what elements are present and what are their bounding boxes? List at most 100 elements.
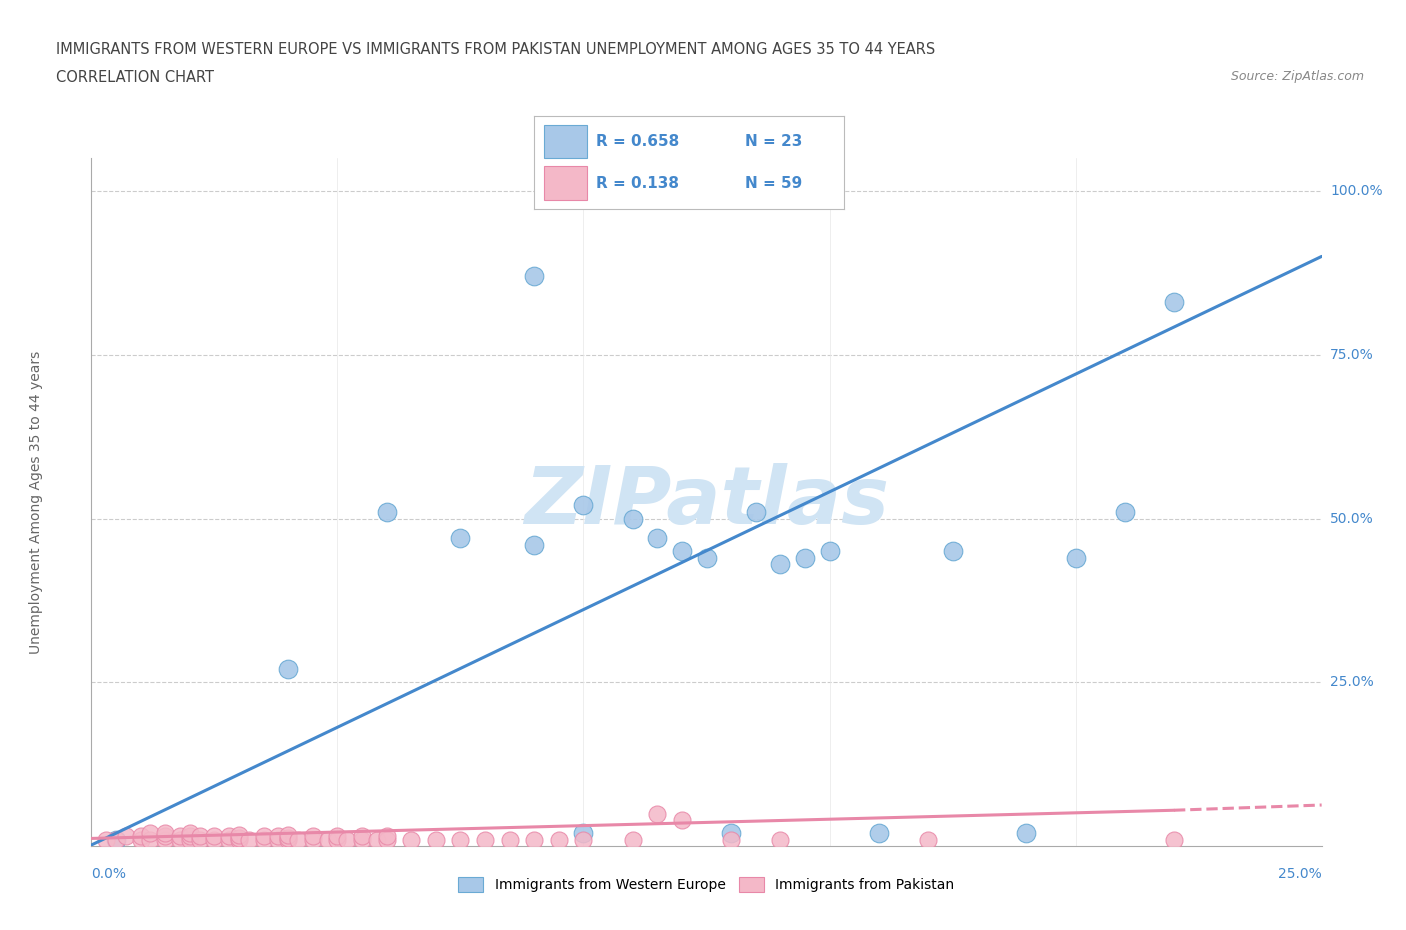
Point bbox=[105, 832, 127, 847]
Point bbox=[301, 832, 323, 847]
Point bbox=[228, 827, 250, 842]
Point bbox=[179, 826, 201, 841]
Legend: Immigrants from Western Europe, Immigrants from Pakistan: Immigrants from Western Europe, Immigran… bbox=[453, 872, 960, 897]
Point bbox=[671, 813, 693, 828]
Point bbox=[188, 832, 211, 847]
Point bbox=[917, 832, 939, 847]
Point bbox=[547, 832, 569, 847]
Point bbox=[267, 829, 290, 844]
Point bbox=[253, 832, 276, 847]
Point bbox=[1163, 295, 1185, 310]
Point bbox=[202, 832, 225, 847]
Point bbox=[202, 829, 225, 844]
Text: ZIPatlas: ZIPatlas bbox=[524, 463, 889, 541]
Point bbox=[769, 832, 792, 847]
Point bbox=[228, 831, 250, 846]
Point bbox=[253, 829, 276, 844]
Point bbox=[153, 832, 177, 847]
Text: R = 0.658: R = 0.658 bbox=[596, 134, 679, 149]
Point bbox=[287, 832, 309, 847]
Point bbox=[1163, 832, 1185, 847]
Point bbox=[267, 832, 290, 847]
Point bbox=[352, 829, 374, 844]
Point bbox=[375, 829, 398, 844]
Point bbox=[139, 826, 162, 841]
Point bbox=[375, 505, 398, 520]
Point bbox=[1114, 505, 1136, 520]
Point bbox=[745, 505, 768, 520]
Point bbox=[474, 832, 496, 847]
Text: 25.0%: 25.0% bbox=[1330, 675, 1374, 689]
Point bbox=[96, 832, 117, 847]
Text: 50.0%: 50.0% bbox=[1330, 512, 1374, 525]
Point bbox=[129, 832, 152, 847]
Point bbox=[695, 551, 717, 565]
Point bbox=[277, 662, 299, 677]
Point bbox=[179, 832, 201, 847]
Point bbox=[105, 832, 127, 847]
Point bbox=[375, 832, 398, 847]
Point bbox=[336, 832, 359, 847]
Point bbox=[277, 832, 299, 847]
Point bbox=[868, 826, 890, 841]
Bar bbox=[544, 125, 586, 158]
Text: 25.0%: 25.0% bbox=[1278, 867, 1322, 881]
Point bbox=[523, 832, 546, 847]
Point bbox=[645, 531, 669, 546]
Text: N = 59: N = 59 bbox=[745, 176, 801, 191]
Point bbox=[399, 832, 422, 847]
Point bbox=[523, 538, 546, 552]
Point bbox=[179, 829, 201, 844]
Text: 0.0%: 0.0% bbox=[91, 867, 127, 881]
Text: Source: ZipAtlas.com: Source: ZipAtlas.com bbox=[1230, 70, 1364, 83]
Text: N = 23: N = 23 bbox=[745, 134, 801, 149]
Point bbox=[523, 269, 546, 284]
Text: IMMIGRANTS FROM WESTERN EUROPE VS IMMIGRANTS FROM PAKISTAN UNEMPLOYMENT AMONG AG: IMMIGRANTS FROM WESTERN EUROPE VS IMMIGR… bbox=[56, 42, 935, 57]
Point bbox=[572, 832, 595, 847]
Point bbox=[366, 832, 388, 847]
Point bbox=[793, 551, 815, 565]
Point bbox=[449, 832, 471, 847]
Point bbox=[671, 544, 693, 559]
Point bbox=[228, 832, 250, 847]
Point bbox=[188, 829, 211, 844]
Point bbox=[326, 829, 349, 844]
Point bbox=[425, 832, 447, 847]
Point bbox=[941, 544, 963, 559]
Point bbox=[238, 832, 260, 847]
Point bbox=[316, 832, 339, 847]
Point bbox=[818, 544, 841, 559]
Point bbox=[1015, 826, 1038, 841]
Point bbox=[218, 829, 240, 844]
Text: 100.0%: 100.0% bbox=[1330, 184, 1384, 198]
Point bbox=[277, 827, 299, 842]
Point bbox=[621, 832, 644, 847]
Point bbox=[129, 829, 152, 844]
Point bbox=[449, 531, 471, 546]
Point bbox=[114, 829, 138, 844]
Text: Unemployment Among Ages 35 to 44 years: Unemployment Among Ages 35 to 44 years bbox=[30, 351, 44, 654]
Point bbox=[277, 831, 299, 846]
Point bbox=[139, 832, 162, 847]
Point bbox=[572, 498, 595, 513]
Point bbox=[301, 829, 323, 844]
Point bbox=[218, 832, 240, 847]
Text: 75.0%: 75.0% bbox=[1330, 348, 1374, 362]
Bar bbox=[544, 166, 586, 200]
Point bbox=[153, 829, 177, 844]
Text: R = 0.138: R = 0.138 bbox=[596, 176, 679, 191]
Point bbox=[572, 826, 595, 841]
Point bbox=[169, 829, 191, 844]
Point bbox=[621, 512, 644, 526]
Point bbox=[720, 832, 742, 847]
Point bbox=[498, 832, 520, 847]
Point bbox=[153, 826, 177, 841]
Point bbox=[720, 826, 742, 841]
Text: CORRELATION CHART: CORRELATION CHART bbox=[56, 70, 214, 85]
Point bbox=[1064, 551, 1087, 565]
Point bbox=[645, 806, 669, 821]
Point bbox=[769, 557, 792, 572]
Point bbox=[352, 832, 374, 847]
Point bbox=[326, 832, 349, 847]
Point bbox=[169, 832, 191, 847]
